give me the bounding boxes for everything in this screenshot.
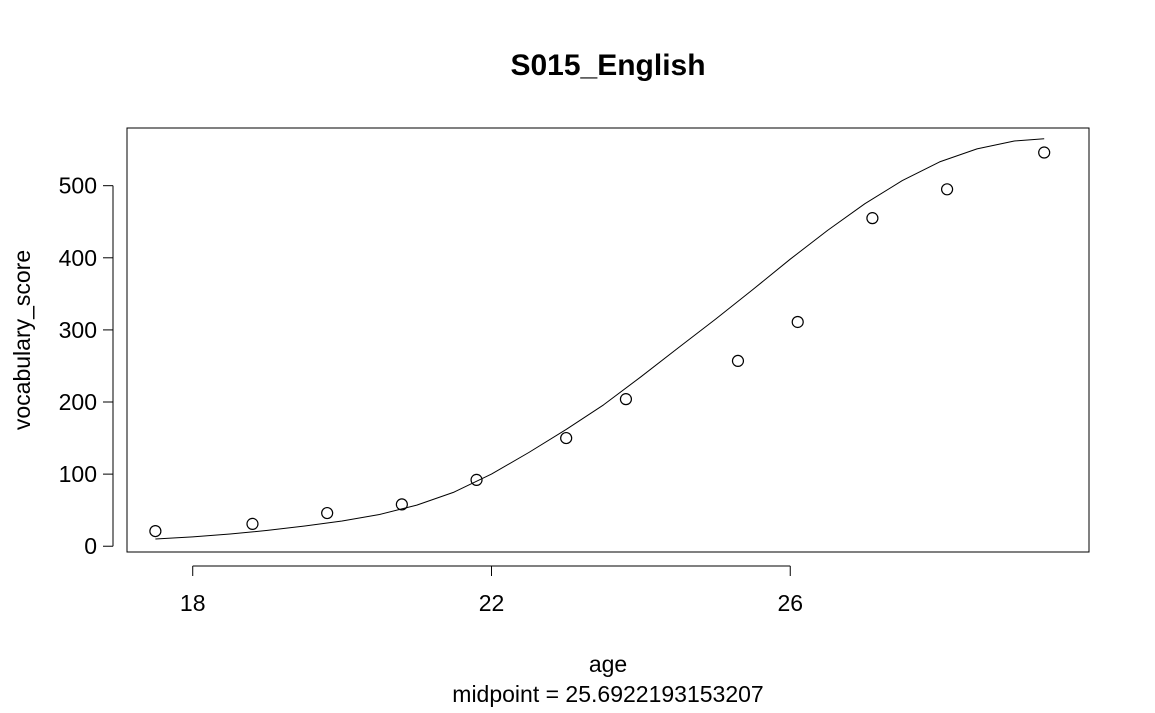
chart-title: S015_English — [510, 49, 705, 82]
y-tick-label: 500 — [59, 173, 97, 199]
data-point — [560, 431, 573, 445]
plot-frame — [126, 127, 1090, 553]
x-tick-label: 18 — [180, 590, 206, 616]
data-point — [731, 354, 745, 368]
y-tick-label: 200 — [59, 389, 97, 415]
data-point — [791, 315, 804, 329]
chart-subtitle: midpoint = 25.6922193153207 — [452, 681, 763, 707]
fit-curve-layer — [155, 138, 1045, 540]
data-point — [395, 498, 408, 511]
data-point — [321, 506, 334, 520]
y-axis-label: vocabulary_score — [9, 250, 35, 430]
y-tick-label: 100 — [59, 461, 97, 487]
data-points-layer — [149, 146, 1051, 538]
y-axis: 0 100 200 300 400 500 — [59, 173, 114, 559]
data-point — [470, 473, 483, 486]
data-point — [149, 524, 162, 538]
fit-curve-line — [155, 138, 1045, 540]
data-point — [866, 212, 879, 225]
y-tick-label: 0 — [84, 533, 97, 559]
x-tick-label: 22 — [479, 590, 505, 616]
data-point — [940, 183, 954, 196]
x-axis: 18 22 26 — [180, 565, 803, 616]
x-axis-label: age — [589, 651, 627, 677]
data-point — [246, 517, 259, 530]
data-point — [619, 393, 633, 406]
x-tick-label: 26 — [777, 590, 803, 616]
y-tick-label: 400 — [59, 245, 97, 271]
y-tick-label: 300 — [59, 317, 97, 343]
data-point — [1038, 146, 1051, 159]
